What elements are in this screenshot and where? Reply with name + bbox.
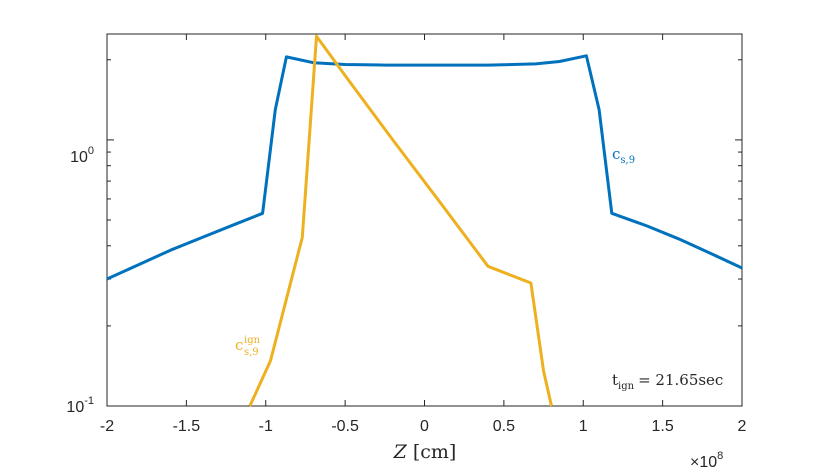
x-axis-label: Z [cm]	[393, 441, 457, 463]
ignition-time-annotation: tign = 21.65sec	[612, 371, 723, 392]
x-tick-label-2: -1	[259, 418, 273, 435]
x-tick-label-1: -1.5	[173, 418, 201, 435]
y-tick-label-1: 100	[70, 145, 94, 166]
y-tick-exp-1: 0	[88, 145, 94, 157]
x-tick-labels: -2 -1.5 -1 -0.5 0 0.5 1 1.5 2	[100, 418, 747, 435]
x-tick-label-8: 2	[738, 418, 747, 435]
x-exponent-label: ×108	[690, 450, 723, 471]
y-tick-exp-0: -1	[84, 395, 94, 407]
series-line-1	[248, 34, 553, 407]
y-tick-label-0: 10-1	[66, 395, 94, 416]
x-tick-label-7: 1.5	[652, 418, 674, 435]
series-line-0	[106, 54, 743, 281]
series-layer	[106, 34, 743, 407]
series-label-cs9-ign: c ign s,9	[235, 329, 265, 358]
x-tick-label-3: -0.5	[331, 418, 359, 435]
x-tick-label-5: 0.5	[493, 418, 515, 435]
plot-area	[106, 33, 743, 407]
x-tick-label-4: 0	[420, 418, 429, 435]
x-tick-label-0: -2	[100, 418, 114, 435]
series-label-cs9: cs,9	[612, 145, 635, 166]
x-tick-label-6: 1	[579, 418, 588, 435]
